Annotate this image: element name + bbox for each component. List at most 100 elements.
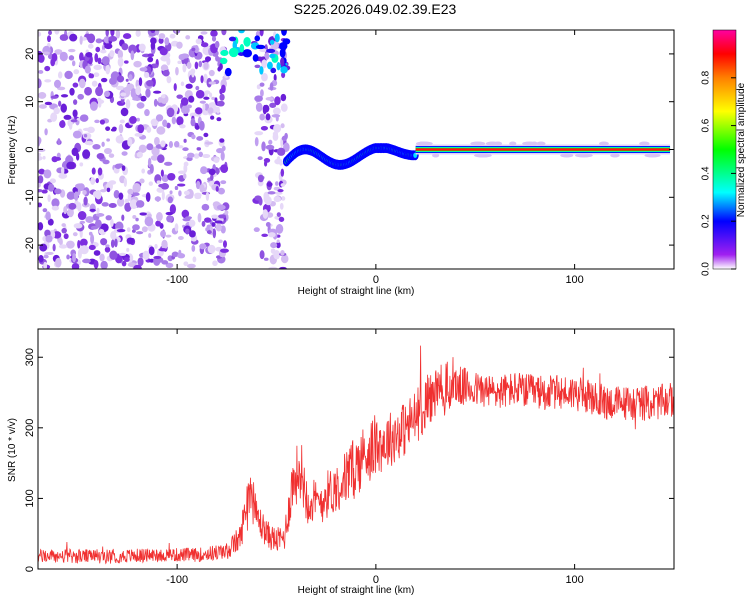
noise-blob: [83, 134, 88, 138]
noise-blob: [56, 152, 61, 159]
noise-blob: [214, 220, 223, 224]
noise-blob: [42, 155, 46, 160]
snr-axes: -100 0 100 0 100 200 300: [24, 329, 674, 586]
noise-blob: [102, 159, 110, 165]
noise-blob: [59, 34, 69, 41]
noise-blob: [196, 136, 204, 141]
noise-blob: [78, 78, 86, 89]
noise-blob: [72, 82, 79, 88]
noise-blob: [197, 212, 202, 223]
noise-blob: [58, 244, 68, 249]
snr-frame: [37, 328, 675, 570]
noise-blob: [218, 214, 227, 219]
noise-blob: [66, 254, 70, 260]
colorbar-tick-label: 0.2: [701, 214, 712, 228]
noise-blob: [100, 260, 108, 269]
noise-blob: [141, 226, 148, 233]
noise-blob: [127, 262, 137, 268]
noise-blob: [88, 231, 93, 236]
noise-blob: [160, 230, 166, 238]
noise-blob: [265, 113, 271, 121]
snr-xlabel: Height of straight line (km): [298, 585, 415, 596]
noise-blob: [186, 156, 193, 162]
x-tick-label: 0: [373, 574, 379, 586]
colorbar-tick-label: 0.6: [701, 118, 712, 132]
noise-blob: [143, 71, 150, 79]
noise-blob: [144, 109, 150, 117]
noise-blob: [260, 89, 264, 97]
noise-blob: [216, 106, 220, 114]
noise-blob: [257, 174, 264, 183]
noise-blob: [161, 174, 169, 182]
noise-blob: [179, 124, 186, 129]
noise-blob: [114, 238, 118, 248]
noise-blob: [266, 181, 273, 187]
noise-blob: [272, 133, 279, 141]
noise-blob: [191, 134, 196, 140]
noise-blob: [148, 181, 153, 186]
noise-blob: [262, 209, 269, 219]
carrier-side-lobe: [470, 141, 486, 146]
noise-blob: [59, 120, 66, 129]
noise-blob: [203, 73, 208, 83]
noise-blob: [166, 215, 173, 223]
colorbar-tick-label: 0.8: [701, 70, 712, 84]
noise-blob: [79, 114, 89, 122]
noise-blob: [79, 162, 84, 167]
noise-blob: [124, 202, 132, 212]
noise-blob: [68, 202, 77, 210]
noise-blob: [183, 138, 187, 143]
y-tick-label: 300: [24, 348, 36, 366]
noise-blob: [203, 62, 209, 70]
spectrogram-xlabel: Height of straight line (km): [298, 286, 415, 297]
noise-blob: [45, 211, 51, 221]
noise-blob: [166, 122, 171, 129]
noise-blob: [138, 77, 143, 87]
noise-blob: [69, 33, 78, 42]
noise-blob: [108, 153, 115, 158]
noise-blob: [92, 190, 99, 198]
noise-blob: [178, 190, 182, 197]
noise-blob: [259, 30, 264, 37]
noise-blob: [123, 256, 130, 263]
noise-blob: [269, 102, 277, 108]
noise-blob: [133, 60, 142, 68]
noise-blob: [190, 118, 196, 127]
noise-blob: [55, 157, 62, 161]
noise-blob: [95, 213, 105, 217]
noise-blob: [185, 35, 191, 40]
noise-blob: [47, 183, 55, 192]
carrier-side-lobe: [531, 141, 538, 146]
noise-blob: [53, 107, 60, 115]
noise-blob: [154, 196, 162, 202]
noise-blob: [195, 107, 203, 115]
upper-cluster-blob: [269, 39, 275, 45]
noise-blob: [136, 151, 143, 158]
noise-blob: [99, 119, 106, 125]
noise-blob: [211, 214, 219, 219]
noise-blob: [88, 43, 94, 49]
upper-cluster-blob: [239, 43, 245, 53]
noise-blob: [115, 30, 121, 39]
noise-blob: [50, 95, 59, 99]
noise-blob: [212, 260, 218, 267]
noise-blob: [75, 183, 85, 189]
noise-blob: [110, 231, 117, 240]
noise-blob: [54, 30, 60, 35]
noise-blob: [66, 240, 75, 249]
colorbar: [712, 29, 737, 270]
noise-blob: [274, 96, 281, 106]
noise-blob: [91, 167, 96, 175]
snr-series-line: [38, 345, 674, 565]
noise-blob: [147, 53, 154, 58]
noise-blob: [82, 149, 91, 159]
noise-blob: [147, 56, 154, 63]
noise-blob: [156, 126, 166, 135]
noise-blob: [134, 132, 143, 137]
noise-blob: [279, 266, 287, 269]
noise-blob: [205, 191, 210, 201]
noise-blob: [153, 98, 158, 107]
noise-blob: [59, 51, 68, 62]
noise-blob: [168, 141, 173, 149]
noise-blob: [203, 132, 209, 138]
